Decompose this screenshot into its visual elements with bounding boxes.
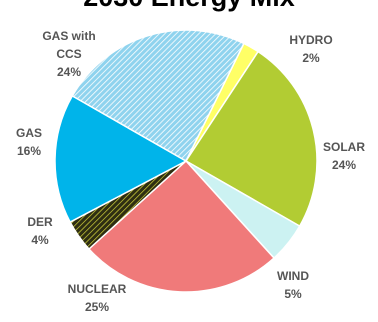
pie-slice-gas [54,94,188,224]
pie-slice-solar [184,50,318,228]
slice-label-gas-with-ccs: GAS with CCS 24% [42,29,95,79]
slice-label-der: DER 4% [27,215,53,247]
slice-label-wind: WIND 5% [277,269,309,301]
slice-label-hydro: HYDRO 2% [289,33,332,65]
slice-label-solar: SOLAR 24% [323,140,365,172]
slice-label-nuclear: NUCLEAR 25% [68,282,127,314]
pie-slice-gas-with-ccs [71,29,245,163]
slice-label-gas: GAS 16% [16,126,42,158]
pie-slice-nuclear [87,159,276,293]
chart-title: 2030 Energy Mix [0,0,378,13]
